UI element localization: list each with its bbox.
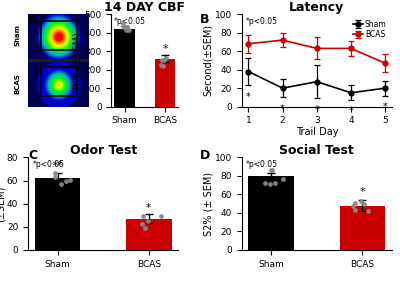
- Text: *p<0.05: *p<0.05: [32, 160, 64, 169]
- Text: *p<0.05: *p<0.05: [246, 17, 278, 26]
- Title: Social Test: Social Test: [280, 145, 354, 158]
- Title: Latency: Latency: [289, 1, 344, 14]
- Title: 14 DAY CBF: 14 DAY CBF: [104, 1, 185, 14]
- Point: [62, 179, 69, 184]
- Legend: Sham, BCAS: Sham, BCAS: [352, 18, 388, 41]
- Y-axis label: ROI (±SEM): ROI (±SEM): [73, 32, 83, 89]
- Point: [124, 24, 130, 29]
- Y-axis label: S2% (± SEM): S2% (± SEM): [203, 172, 213, 236]
- Bar: [155, 59, 175, 106]
- Text: C: C: [28, 149, 37, 162]
- Point: [158, 214, 164, 218]
- Point: [67, 178, 74, 183]
- Text: D: D: [200, 149, 210, 162]
- Point: [358, 199, 364, 203]
- Y-axis label: Second(±SEM): Second(±SEM): [203, 24, 213, 97]
- Point: [268, 168, 274, 172]
- Point: [145, 218, 151, 223]
- Text: *p<0.05: *p<0.05: [113, 17, 145, 26]
- Point: [280, 177, 286, 182]
- Text: *: *: [383, 102, 388, 112]
- Point: [142, 226, 148, 231]
- Bar: [126, 219, 172, 250]
- Point: [159, 58, 166, 62]
- Text: *: *: [349, 106, 353, 116]
- Bar: [41, 67, 77, 96]
- Point: [160, 63, 166, 68]
- Bar: [114, 29, 135, 106]
- Point: [120, 21, 126, 26]
- Text: A: A: [28, 13, 38, 26]
- Point: [352, 201, 358, 205]
- Point: [158, 63, 164, 67]
- Text: **: **: [52, 161, 63, 171]
- Point: [52, 175, 58, 179]
- Point: [350, 204, 356, 208]
- Point: [121, 25, 127, 30]
- Point: [267, 182, 273, 186]
- Text: *: *: [280, 104, 285, 114]
- Point: [52, 171, 58, 176]
- Text: B: B: [200, 13, 210, 26]
- Point: [123, 28, 129, 32]
- Point: [58, 181, 64, 186]
- Bar: [340, 206, 385, 250]
- X-axis label: Trail Day: Trail Day: [296, 127, 338, 137]
- Bar: [248, 176, 294, 250]
- Point: [262, 181, 268, 185]
- Text: *: *: [314, 105, 319, 115]
- Y-axis label: Discrimination index%
(±SEM): Discrimination index% (±SEM): [0, 149, 5, 259]
- Point: [364, 209, 371, 213]
- Text: *p<0.05: *p<0.05: [246, 160, 278, 169]
- Point: [140, 214, 146, 218]
- Text: *: *: [162, 43, 168, 54]
- Bar: [35, 178, 80, 250]
- Point: [160, 58, 167, 62]
- Title: Odor Test: Odor Test: [70, 145, 137, 158]
- Text: BCAS: BCAS: [14, 73, 20, 94]
- Point: [139, 222, 145, 226]
- Point: [268, 168, 275, 172]
- Point: [163, 55, 169, 60]
- Text: *: *: [360, 187, 365, 197]
- Point: [272, 181, 278, 186]
- Text: *: *: [246, 92, 251, 102]
- Point: [352, 208, 358, 212]
- Text: Sham: Sham: [14, 24, 20, 47]
- Text: *: *: [146, 202, 151, 213]
- Point: [360, 202, 367, 206]
- Bar: [41, 21, 77, 50]
- Point: [126, 27, 132, 32]
